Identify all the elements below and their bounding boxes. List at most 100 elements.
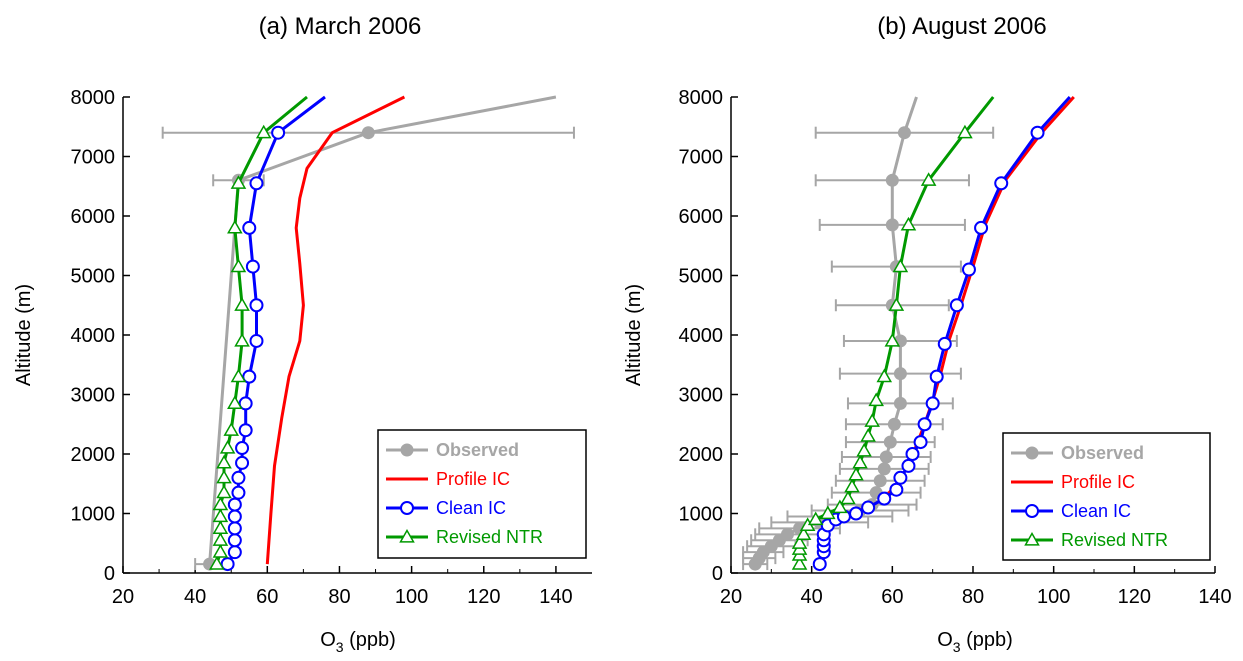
series-revised-ntr [791, 96, 995, 570]
data-point [227, 533, 242, 548]
y-tick-label: 4000 [71, 325, 116, 347]
data-point [893, 470, 908, 485]
data-point [807, 511, 824, 526]
axes: 0 1000 2000 3000 4000 5000 6000 7000 8000 20 40 60 8… [71, 87, 592, 608]
x-tick-label: 60 [881, 586, 903, 608]
y-tick-label: 5000 [679, 266, 724, 288]
legend-label: Revised NTR [1061, 530, 1168, 550]
y-tick-label: 3000 [679, 385, 724, 407]
panel-august-2006: (b) August 2006 Altitude (m) O3 (ppb) 0 1… [623, 13, 1232, 655]
y-tick-label: 7000 [71, 147, 116, 169]
series-clean-ic [220, 95, 326, 572]
y-axis-label: Altitude (m) [13, 284, 35, 386]
x-tick-label: 100 [1037, 586, 1070, 608]
data-point [227, 395, 243, 410]
x-tick-label: 120 [467, 586, 500, 608]
data-point [235, 441, 250, 456]
data-point [216, 454, 232, 469]
data-point [249, 298, 264, 313]
data-point [994, 176, 1009, 191]
data-point [812, 557, 827, 572]
x-tick-label: 140 [1198, 586, 1231, 608]
data-point [957, 124, 973, 139]
x-tick-label: 20 [720, 586, 742, 608]
data-point [231, 485, 246, 500]
data-point [234, 332, 250, 347]
data-point [961, 262, 976, 277]
data-point [271, 125, 286, 140]
data-point [873, 474, 887, 488]
data-point [255, 124, 272, 139]
x-tick-label: 20 [112, 586, 134, 608]
data-point [920, 172, 937, 186]
series-line [208, 95, 557, 565]
y-tick-label: 0 [104, 563, 115, 585]
data-point [212, 508, 229, 523]
data-point [242, 369, 257, 384]
data-point [901, 458, 916, 473]
data-point [883, 435, 897, 449]
series-line [265, 95, 406, 565]
data-point [844, 478, 860, 493]
data-point [888, 297, 905, 311]
x-tick-label: 140 [539, 586, 572, 608]
data-point [242, 220, 257, 235]
legend: Observed Profile IC Clean IC Revised NTR [377, 429, 587, 559]
data-point [791, 535, 808, 549]
y-tick-label: 3000 [71, 385, 116, 407]
data-point [209, 556, 225, 570]
plot-marks [161, 95, 575, 572]
data-point [1030, 125, 1045, 140]
data-point [840, 490, 856, 505]
data-point [876, 368, 893, 383]
series-profile-ic [265, 95, 406, 565]
data-point [897, 126, 911, 140]
chart-title: (b) August 2006 [877, 13, 1046, 40]
data-point [868, 392, 884, 407]
data-point [216, 484, 232, 499]
data-point [780, 527, 794, 541]
data-point [234, 297, 250, 311]
data-point [245, 259, 260, 274]
y-tick-label: 8000 [679, 87, 724, 109]
y-tick-label: 1000 [679, 504, 724, 526]
data-point [937, 336, 952, 351]
x-tick-label: 120 [1118, 586, 1151, 608]
legend: Observed Profile IC Clean IC Revised NTR [1002, 432, 1211, 561]
legend-marker [399, 528, 415, 543]
data-point [925, 396, 940, 411]
x-tick-label: 80 [962, 586, 984, 608]
x-tick-label: 40 [801, 586, 823, 608]
data-point [877, 491, 892, 506]
data-point [887, 417, 901, 431]
data-point [212, 544, 229, 558]
data-point [884, 332, 901, 347]
data-point [227, 497, 242, 512]
data-point [849, 506, 864, 521]
data-point [832, 499, 848, 514]
legend-marker [400, 443, 414, 457]
data-point [212, 496, 229, 511]
data-point [974, 220, 989, 235]
legend-marker [1025, 504, 1039, 518]
axes: 0 1000 2000 3000 4000 5000 6000 7000 8000 20 40 60 8… [679, 87, 1232, 608]
legend-marker [1024, 531, 1040, 546]
data-point [791, 556, 808, 570]
data-point [913, 435, 928, 450]
data-point [227, 219, 243, 234]
data-point [249, 176, 264, 191]
legend-label: Profile IC [1061, 472, 1135, 492]
y-tick-label: 6000 [71, 206, 116, 228]
data-point [893, 367, 907, 381]
legend-label: Profile IC [436, 469, 510, 489]
data-point [820, 505, 836, 520]
data-point [238, 423, 253, 438]
data-point [235, 455, 250, 470]
data-point [889, 482, 904, 497]
y-tick-label: 6000 [679, 206, 724, 228]
x-tick-label: 60 [256, 586, 278, 608]
data-point [223, 422, 240, 436]
data-point [885, 218, 899, 232]
data-point [220, 557, 235, 572]
